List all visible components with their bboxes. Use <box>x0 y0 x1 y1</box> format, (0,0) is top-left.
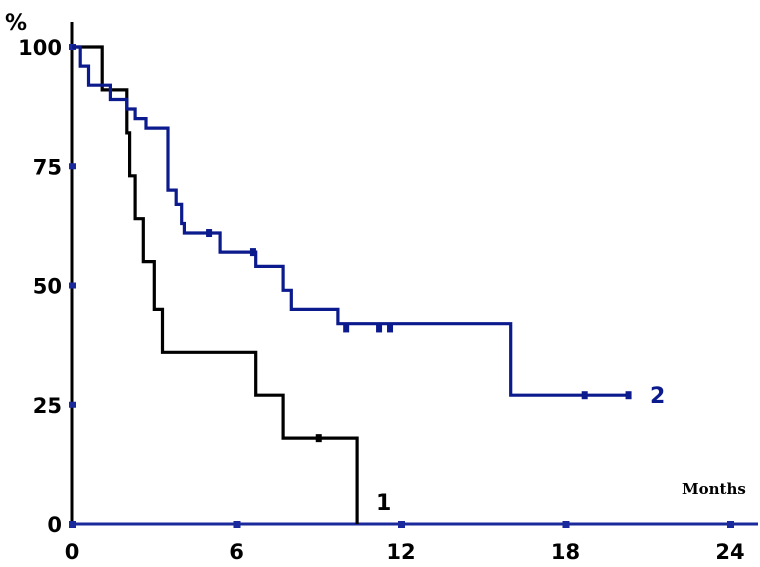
x-tick-mark-12 <box>398 521 405 528</box>
series-2-censor-mark-0 <box>206 229 213 238</box>
x-axis-label: Months <box>682 480 746 498</box>
series-1-censor-mark-0 <box>315 434 322 443</box>
x-tick-label-12: 12 <box>386 540 415 564</box>
y-tick-mark-75 <box>69 163 76 170</box>
y-tick-label-100: 100 <box>18 36 62 60</box>
series-2-censor-mark-1 <box>249 248 256 257</box>
y-tick-label-25: 25 <box>33 394 62 418</box>
series-2-line <box>72 45 632 397</box>
series-2-censor-mark-2 <box>343 324 350 333</box>
y-ticks: 0 25 50 75 100 <box>18 36 76 537</box>
series-label-2: 2 <box>650 384 665 409</box>
x-ticks: 0 6 12 18 24 <box>65 521 745 564</box>
series-2-censor-mark-4 <box>387 324 394 333</box>
series-2-censor-mark-6 <box>625 391 632 400</box>
y-tick-label-50: 50 <box>33 275 62 299</box>
x-tick-label-24: 24 <box>715 540 744 564</box>
y-tick-mark-25 <box>69 401 76 408</box>
x-tick-mark-18 <box>562 521 570 528</box>
y-tick-label-0: 0 <box>47 513 62 537</box>
x-tick-mark-0 <box>69 521 76 528</box>
axes <box>70 22 758 526</box>
series-layer <box>72 45 632 524</box>
x-tick-mark-24 <box>727 521 734 528</box>
x-tick-label-18: 18 <box>551 540 580 564</box>
series-2-censor-mark-3 <box>376 324 383 333</box>
series-2-censor-mark-5 <box>581 391 588 400</box>
y-axis-unit-label: % <box>5 11 27 36</box>
y-tick-label-75: 75 <box>33 155 62 179</box>
y-tick-mark-50 <box>69 282 76 289</box>
x-tick-label-6: 6 <box>229 540 244 564</box>
x-tick-mark-6 <box>233 521 241 528</box>
x-tick-label-0: 0 <box>65 540 80 564</box>
censor-marks <box>206 229 632 443</box>
series-label-1: 1 <box>376 491 391 516</box>
series-1-line <box>72 45 359 524</box>
